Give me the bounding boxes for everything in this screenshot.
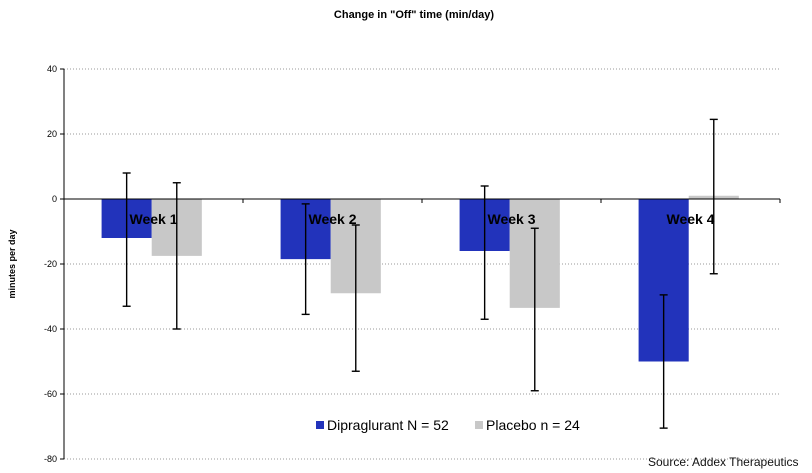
category-label: Week 1 <box>130 211 178 227</box>
y-tick-label: 20 <box>47 129 57 139</box>
grid <box>64 68 780 460</box>
y-tick-label: -60 <box>44 389 57 399</box>
category-label: Week 3 <box>488 211 536 227</box>
legend-label: Dipraglurant N = 52 <box>327 417 449 433</box>
chart-title: Change in "Off" time (min/day) <box>334 9 494 21</box>
legend: Dipraglurant N = 52 Placebo n = 24 <box>316 417 580 433</box>
legend-swatch <box>475 421 483 429</box>
y-tick-label: 40 <box>47 64 57 74</box>
legend-label: Placebo n = 24 <box>486 417 580 433</box>
y-axis-label: minutes per day <box>7 229 17 298</box>
source-note: Source: Addex Therapeutics <box>648 455 799 469</box>
category-labels: Week 1 Week 2 Week 3 Week 4 <box>130 211 715 227</box>
y-tick-label: -80 <box>44 454 57 464</box>
legend-swatch <box>316 421 324 429</box>
category-label: Week 4 <box>667 211 715 227</box>
bars <box>101 195 739 362</box>
y-tick-label: 0 <box>52 194 57 204</box>
category-label: Week 2 <box>309 211 357 227</box>
y-tick-label: -40 <box>44 324 57 334</box>
error-bars <box>122 118 718 429</box>
axes: 40 20 0 -20 -40 -60 -80 <box>44 64 781 464</box>
y-tick-label: -20 <box>44 259 57 269</box>
